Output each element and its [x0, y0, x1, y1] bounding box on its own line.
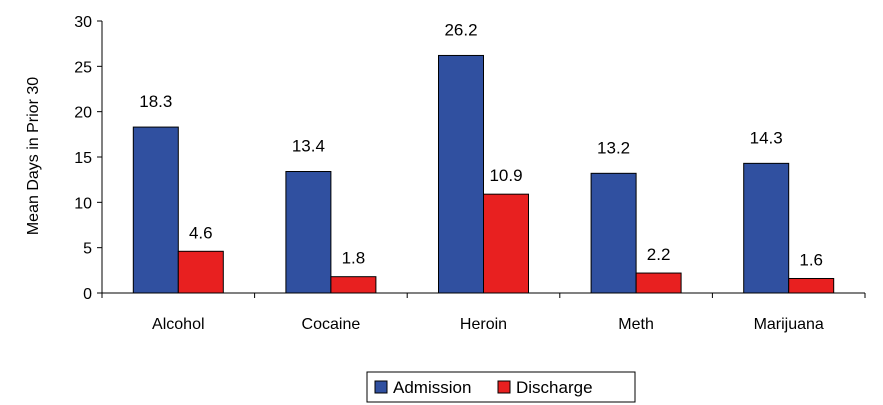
bars	[132, 54, 835, 294]
data-label: 14.3	[750, 128, 783, 147]
x-tick-label: Alcohol	[152, 316, 204, 333]
data-label: 26.2	[444, 20, 477, 39]
bar-admission	[132, 126, 179, 294]
x-tick-label: Meth	[618, 316, 654, 333]
y-tick-label: 20	[74, 105, 92, 122]
x-tick-label: Cocaine	[302, 316, 361, 333]
data-label: 18.3	[139, 92, 172, 111]
data-label: 4.6	[189, 223, 213, 242]
bar-discharge	[177, 250, 224, 294]
bar-admission	[285, 171, 332, 294]
x-tick-label: Marijuana	[754, 316, 824, 333]
y-tick-label: 0	[83, 286, 92, 303]
bar-discharge	[330, 276, 377, 294]
x-tick-label: Heroin	[460, 316, 507, 333]
data-label: 13.4	[292, 137, 325, 156]
y-tick-label: 5	[83, 241, 92, 258]
y-tick-label: 10	[74, 195, 92, 212]
legend: Admission Discharge	[366, 371, 636, 403]
y-tick-label: 30	[74, 14, 92, 31]
data-label: 13.2	[597, 138, 630, 157]
axes: 0 5 10 15 20 25 30 Alcohol Cocaine Heroin Meth Mari…	[74, 14, 866, 333]
data-labels: 18.3 4.6 13.4 1.8 26.2 10.9 13.2 2.2 14.3 1.6	[139, 20, 823, 269]
legend-label-admission: Admission	[393, 378, 471, 397]
bar-admission	[743, 162, 790, 294]
bar-discharge	[483, 193, 529, 294]
y-tick-label: 15	[74, 150, 92, 167]
bar-discharge	[635, 272, 682, 294]
data-label: 1.8	[342, 249, 366, 268]
data-label: 2.2	[647, 245, 671, 264]
y-axis-label: Mean Days in Prior 30	[25, 77, 42, 235]
legend-label-discharge: Discharge	[516, 378, 593, 397]
legend-swatch-discharge	[497, 380, 511, 394]
bar-admission	[590, 172, 637, 294]
bar-admission	[438, 54, 484, 294]
bar-discharge	[788, 277, 835, 294]
y-tick-label: 25	[74, 59, 92, 76]
legend-swatch-admission	[374, 380, 388, 394]
data-label: 1.6	[799, 250, 823, 269]
data-label: 10.9	[489, 166, 522, 185]
